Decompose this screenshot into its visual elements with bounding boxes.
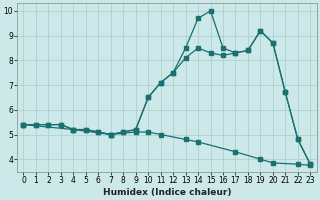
X-axis label: Humidex (Indice chaleur): Humidex (Indice chaleur) [103,188,231,197]
